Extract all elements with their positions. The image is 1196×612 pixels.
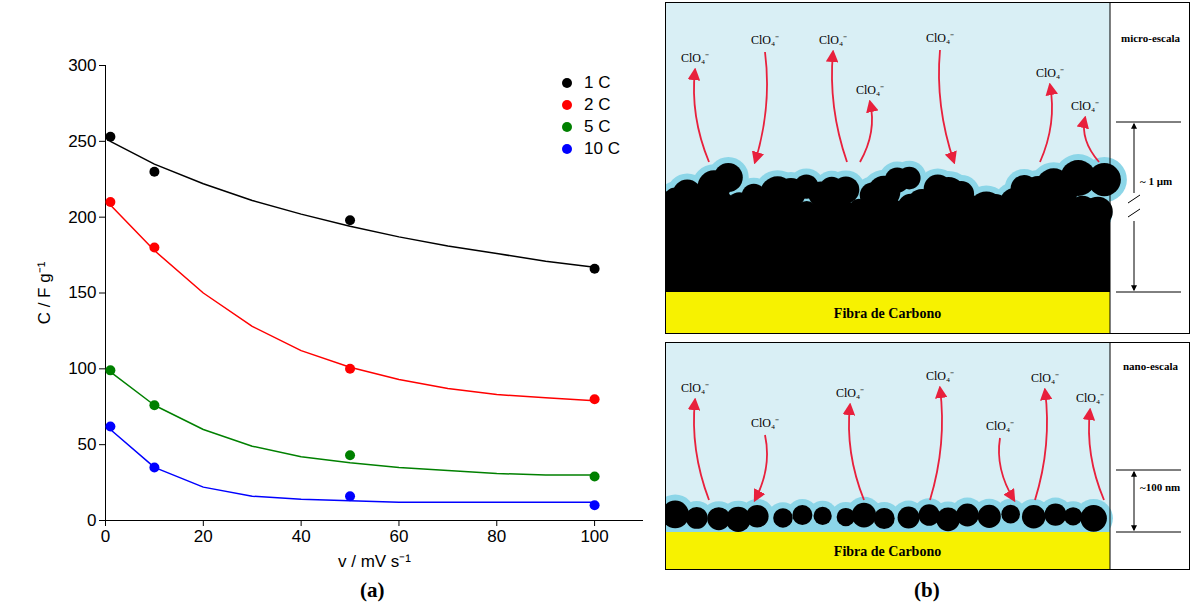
svg-text:60: 60 [389, 527, 408, 546]
svg-text:ClO₄⁻: ClO₄⁻ [836, 386, 864, 400]
svg-text:50: 50 [78, 435, 97, 454]
html-text:5 C: 5 C [584, 117, 611, 136]
svg-text:ClO₄⁻: ClO₄⁻ [1031, 371, 1059, 385]
svg-text:micro-escala: micro-escala [1121, 32, 1181, 44]
html-text:2 C: 2 C [584, 95, 611, 114]
svg-text:100: 100 [580, 527, 608, 546]
svg-text:ClO₄⁻: ClO₄⁻ [986, 419, 1014, 433]
svg-text:100: 100 [68, 359, 96, 378]
svg-text:ClO₄⁻: ClO₄⁻ [751, 416, 779, 430]
svg-text:ClO₄⁻: ClO₄⁻ [681, 381, 709, 395]
svg-text:~ 1 µm: ~ 1 µm [1140, 175, 1172, 187]
svg-text:ClO₄⁻: ClO₄⁻ [819, 33, 847, 47]
svg-text:20: 20 [194, 527, 213, 546]
svg-text:v / mV s⁻¹: v / mV s⁻¹ [338, 552, 411, 571]
svg-text:40: 40 [292, 527, 311, 546]
svg-text:ClO₄⁻: ClO₄⁻ [1076, 391, 1104, 405]
svg-text:200: 200 [68, 208, 96, 227]
svg-text:Fibra de Carbono: Fibra de Carbono [834, 306, 941, 321]
svg-text:~100 nm: ~100 nm [1140, 481, 1180, 493]
svg-text:0: 0 [87, 511, 96, 530]
svg-text:ClO₄⁻: ClO₄⁻ [856, 83, 884, 97]
svg-text:ClO₄⁻: ClO₄⁻ [751, 33, 779, 47]
html-text:(b): (b) [914, 578, 940, 602]
svg-text:250: 250 [68, 132, 96, 151]
svg-text:ClO₄⁻: ClO₄⁻ [1071, 99, 1099, 113]
svg-text:ClO₄⁻: ClO₄⁻ [926, 31, 954, 45]
svg-text:80: 80 [487, 527, 506, 546]
svg-text:150: 150 [68, 283, 96, 302]
html-text:10 C: 10 C [584, 139, 620, 158]
svg-text:ClO₄⁻: ClO₄⁻ [681, 51, 709, 65]
svg-text:Fibra de Carbono: Fibra de Carbono [834, 544, 941, 559]
svg-text:300: 300 [68, 56, 96, 75]
svg-text:C / F g⁻¹: C / F g⁻¹ [35, 261, 54, 324]
svg-text:0: 0 [101, 527, 110, 546]
html-text:(a): (a) [360, 578, 385, 602]
svg-text:ClO₄⁻: ClO₄⁻ [1036, 66, 1064, 80]
html-text:1 C: 1 C [584, 73, 611, 92]
svg-text:ClO₄⁻: ClO₄⁻ [926, 369, 954, 383]
svg-text:nano-escala: nano-escala [1123, 360, 1179, 372]
